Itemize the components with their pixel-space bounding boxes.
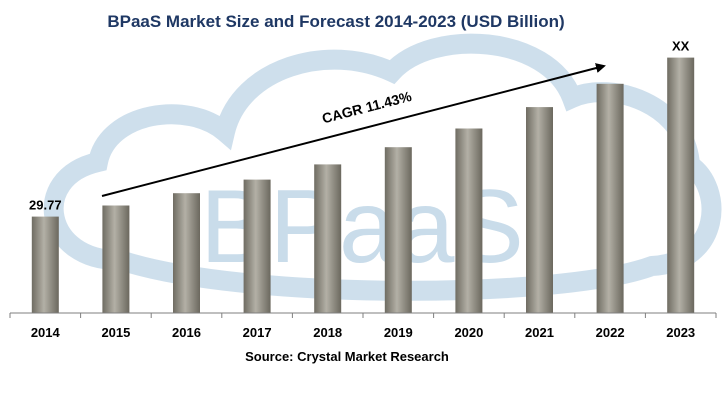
bar-2016 bbox=[173, 193, 200, 313]
bar-2017 bbox=[243, 179, 271, 313]
x-tick-label: 2019 bbox=[384, 325, 413, 340]
data-label: XX bbox=[672, 39, 690, 54]
bar-2021 bbox=[526, 107, 553, 313]
x-tick-label: 2014 bbox=[31, 325, 61, 340]
chart-title: BPaaS Market Size and Forecast 2014-2023… bbox=[107, 12, 564, 31]
x-tick-label: 2015 bbox=[101, 325, 130, 340]
bar-2023 bbox=[667, 57, 695, 313]
x-tick-label: 2017 bbox=[243, 325, 272, 340]
cagr-annotation: CAGR 11.43% bbox=[320, 88, 413, 127]
x-tick-label: 2022 bbox=[596, 325, 625, 340]
x-tick-label: 2023 bbox=[666, 325, 695, 340]
bar-2018 bbox=[314, 164, 342, 313]
x-tick-label: 2016 bbox=[172, 325, 201, 340]
source-note: Source: Crystal Market Research bbox=[245, 349, 449, 364]
x-tick-label: 2018 bbox=[313, 325, 342, 340]
bar-2014 bbox=[31, 216, 59, 313]
cagr-trend-arrow bbox=[101, 63, 606, 197]
data-label: 29.77 bbox=[29, 198, 62, 213]
bar-2015 bbox=[102, 205, 130, 313]
bar-2022 bbox=[596, 83, 624, 313]
bar-2020 bbox=[455, 128, 483, 313]
x-tick-label: 2021 bbox=[525, 325, 554, 340]
bar-2019 bbox=[384, 147, 412, 313]
x-tick-label: 2020 bbox=[454, 325, 483, 340]
cloud-watermark-icon bbox=[43, 33, 722, 301]
